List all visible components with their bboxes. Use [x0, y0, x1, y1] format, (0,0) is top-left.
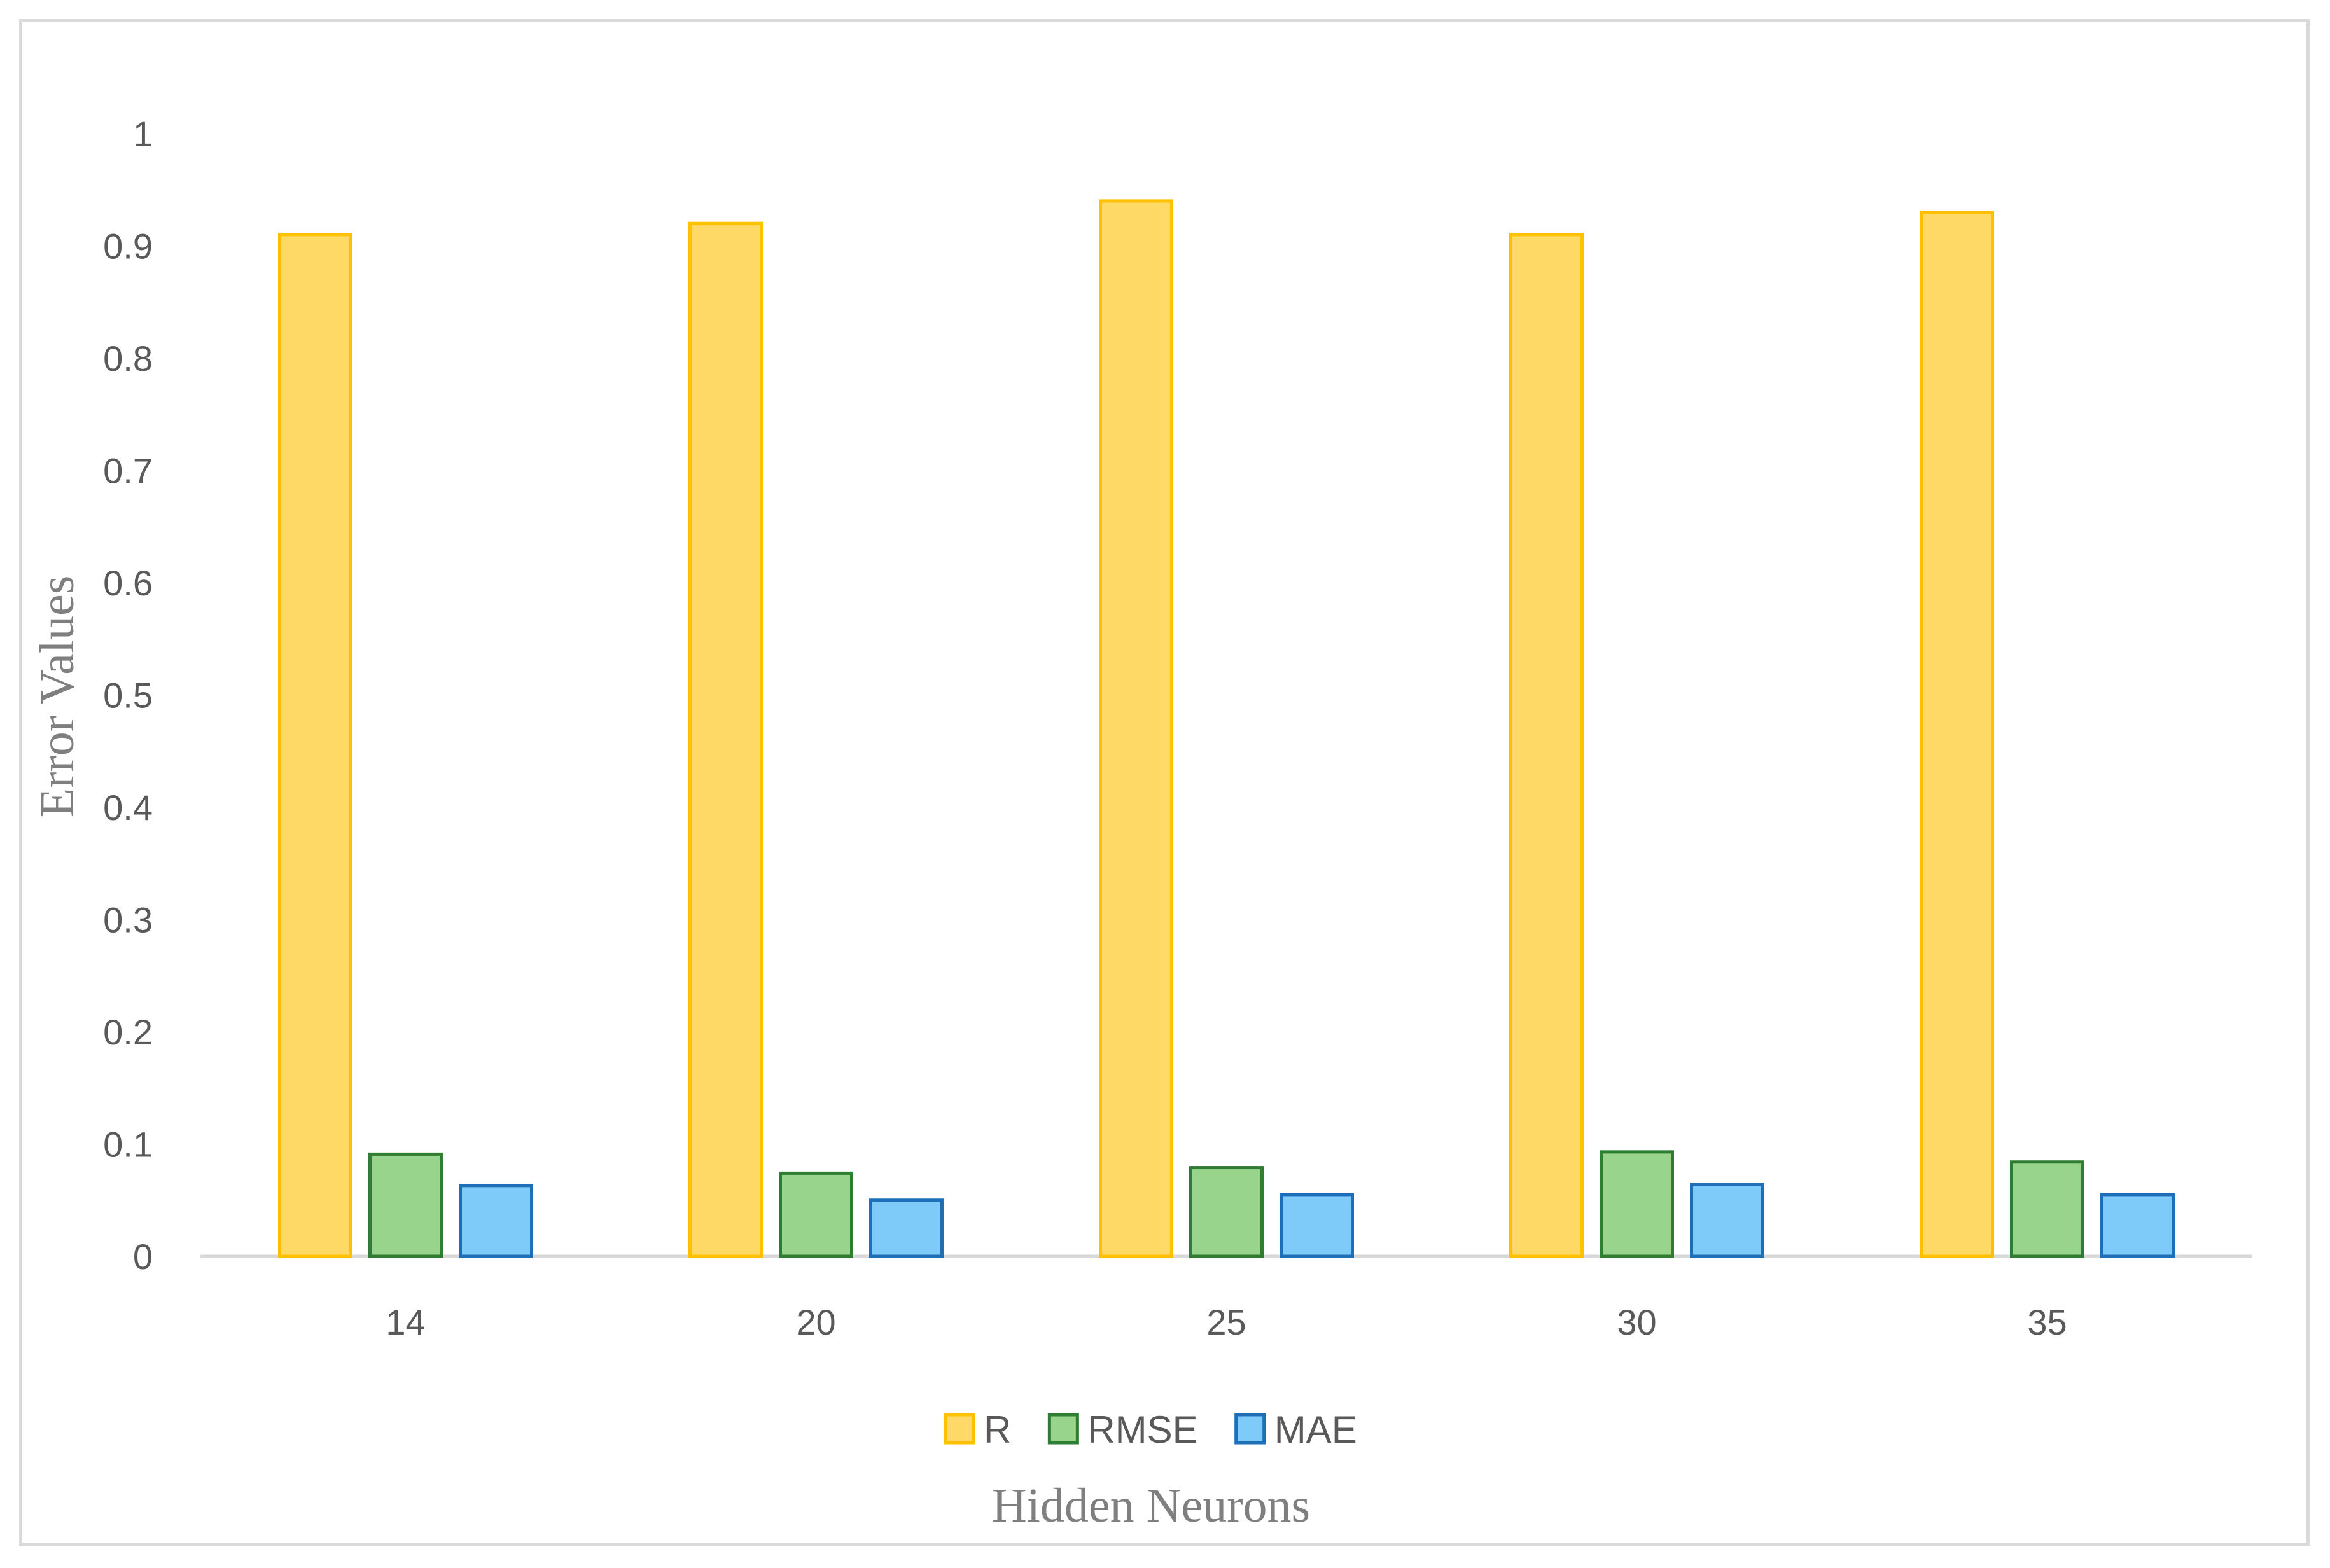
y-tick-label: 0.1: [103, 1125, 153, 1165]
bar-mae-35: [2100, 1193, 2175, 1258]
legend: R RMSE MAE: [944, 1408, 1357, 1451]
bar-rmse-20: [779, 1171, 853, 1258]
bar-mae-30: [1690, 1183, 1764, 1258]
bar-rmse-35: [2010, 1160, 2084, 1258]
x-tick-label: 35: [2027, 1302, 2067, 1342]
y-tick-label: 0.8: [103, 338, 153, 378]
legend-label-mae: MAE: [1274, 1408, 1357, 1451]
bar-rmse-30: [1600, 1150, 1674, 1258]
y-tick-label: 0: [133, 1237, 153, 1277]
x-axis-ticks: 14 20 25 30 35: [386, 1302, 2067, 1342]
legend-label-rmse: RMSE: [1087, 1408, 1197, 1451]
bar-r-25: [1099, 199, 1173, 1258]
bar-r-35: [1920, 211, 1994, 1258]
x-axis-title: Hidden Neurons: [992, 1479, 1310, 1532]
bar-rmse-14: [368, 1152, 443, 1258]
x-tick-label: 25: [1206, 1302, 1246, 1342]
y-axis-ticks: 0 0.1 0.2 0.3 0.4 0.5 0.6 0.7 0.8 0.9 1: [103, 114, 153, 1277]
bars: [278, 199, 2175, 1258]
bar-rmse-25: [1189, 1166, 1264, 1258]
y-tick-label: 0.4: [103, 787, 153, 828]
bar-mae-20: [869, 1198, 944, 1258]
bar-r-30: [1509, 233, 1584, 1258]
y-axis-title: Error Values: [31, 576, 84, 818]
y-tick-label: 0.7: [103, 451, 153, 491]
y-tick-label: 0.2: [103, 1012, 153, 1052]
legend-swatch-mae: [1234, 1413, 1266, 1445]
legend-label-r: R: [984, 1408, 1011, 1451]
y-tick-label: 0.5: [103, 676, 153, 716]
legend-swatch-r: [944, 1413, 975, 1445]
legend-swatch-rmse: [1047, 1413, 1079, 1445]
y-tick-label: 0.9: [103, 226, 153, 267]
x-tick-label: 14: [386, 1302, 425, 1342]
bar-r-14: [278, 233, 352, 1258]
x-tick-label: 30: [1617, 1302, 1656, 1342]
bar-r-20: [688, 221, 763, 1258]
y-tick-label: 0.6: [103, 563, 153, 603]
y-tick-label: 0.3: [103, 900, 153, 940]
x-tick-label: 20: [796, 1302, 835, 1342]
y-tick-label: 1: [133, 114, 153, 154]
bar-mae-14: [459, 1184, 533, 1258]
bar-mae-25: [1280, 1193, 1354, 1258]
